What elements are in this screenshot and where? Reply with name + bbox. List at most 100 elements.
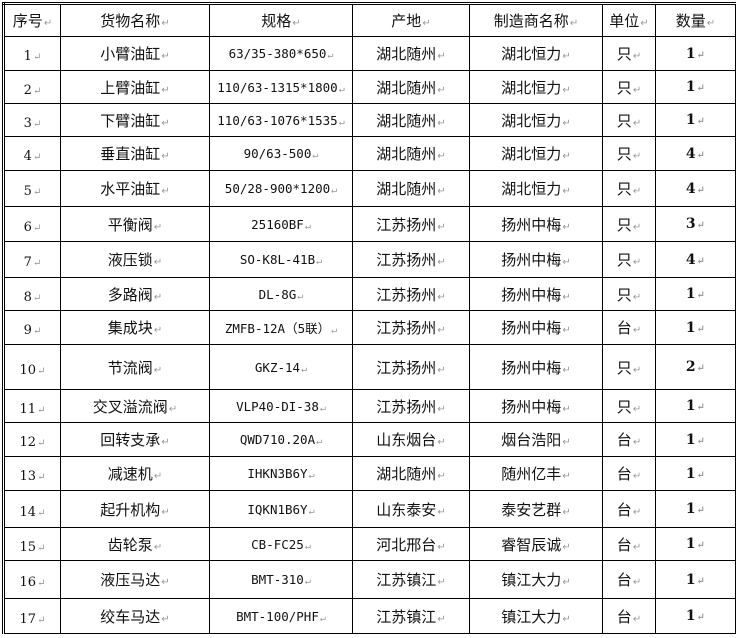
- table-cell: 江苏扬州: [352, 389, 470, 423]
- col-unit-value: 台: [617, 319, 641, 337]
- table-cell: 垂直油缸: [60, 136, 210, 171]
- table-cell: BMT-310: [209, 560, 353, 599]
- col-qty-value: 1: [686, 432, 705, 448]
- table-cell: 随州亿丰: [469, 456, 603, 491]
- table-cell: 14: [3, 490, 61, 528]
- table-cell: 江苏扬州: [352, 310, 470, 345]
- table-cell: IHKN3B6Y: [209, 456, 353, 491]
- table-cell: 只: [602, 136, 656, 171]
- table-cell: 湖北恒力: [469, 136, 603, 171]
- table-cell: 10: [3, 344, 61, 390]
- col-maker-value: 扬州中梅: [501, 359, 570, 377]
- table-cell: 回转支承: [60, 422, 210, 457]
- col-seq-value: 16: [20, 575, 46, 590]
- col-name-value: 齿轮泵: [108, 536, 162, 554]
- col-unit-value: 只: [617, 112, 641, 130]
- header-col-name: 货物名称: [100, 12, 169, 30]
- table-cell: 13: [3, 456, 61, 491]
- header-cell: 规格: [209, 3, 353, 37]
- col-spec-value: QWD710.20A: [240, 432, 322, 447]
- table-cell: 江苏扬州: [352, 241, 470, 278]
- col-spec-value: 90/63-500: [244, 146, 319, 161]
- col-maker-value: 随州亿丰: [501, 465, 570, 483]
- header-col-origin: 产地: [391, 12, 430, 30]
- col-seq-value: 7: [24, 255, 42, 270]
- col-origin-value: 湖北随州: [376, 112, 445, 130]
- col-qty-value: 2: [686, 359, 705, 375]
- col-spec-value: BMT-310: [251, 572, 311, 587]
- col-qty-value: 1: [686, 286, 705, 302]
- table-cell: 扬州中梅: [469, 389, 603, 423]
- table-cell: 湖北恒力: [469, 70, 603, 104]
- table-cell: 63/35-380*650: [209, 36, 353, 71]
- col-name-value: 上臂油缸: [100, 79, 169, 97]
- col-maker-value: 湖北恒力: [501, 45, 570, 63]
- col-maker-value: 湖北恒力: [501, 79, 570, 97]
- table-cell: 1: [3, 36, 61, 71]
- col-unit-value: 台: [617, 465, 641, 483]
- col-qty-value: 1: [686, 112, 705, 128]
- header-cell: 制造商名称: [469, 3, 603, 37]
- table-cell: 台: [602, 490, 656, 528]
- table-cell: 湖北随州: [352, 136, 470, 171]
- table-cell: 上臂油缸: [60, 70, 210, 104]
- header-col-qty: 数量: [676, 12, 715, 30]
- table-cell: 减速机: [60, 456, 210, 491]
- table-cell: 只: [602, 389, 656, 423]
- col-unit-value: 只: [617, 398, 641, 416]
- col-qty-value: 1: [686, 466, 705, 482]
- table-cell: 小臂油缸: [60, 36, 210, 71]
- table-cell: 湖北恒力: [469, 103, 603, 137]
- col-qty-value: 4: [686, 181, 705, 197]
- table-cell: 山东烟台: [352, 422, 470, 457]
- col-maker-value: 镇江大力: [501, 608, 570, 626]
- table-cell: 1: [655, 389, 736, 423]
- col-origin-value: 江苏扬州: [376, 398, 445, 416]
- table-cell: 4: [655, 170, 736, 207]
- table-row: 15 齿轮泵 CB-FC25 河北邢台 睿智辰诚 台 1: [3, 527, 736, 561]
- table-cell: 齿轮泵: [60, 527, 210, 561]
- col-spec-value: CB-FC25: [251, 537, 311, 552]
- table-cell: 只: [602, 170, 656, 207]
- col-name-value: 集成块: [108, 319, 162, 337]
- table-cell: 水平油缸: [60, 170, 210, 207]
- table-row: 3 下臂油缸 110/63-1076*1535 湖北随州 湖北恒力 只 1: [3, 103, 736, 137]
- col-maker-value: 湖北恒力: [501, 180, 570, 198]
- col-seq-value: 8: [24, 290, 42, 305]
- table-row: 9 集成块 ZMFB-12A（5联） 江苏扬州 扬州中梅 台 1: [3, 310, 736, 345]
- table-cell: 只: [602, 344, 656, 390]
- col-unit-value: 只: [617, 286, 641, 304]
- col-qty-value: 1: [686, 608, 705, 624]
- col-seq-value: 5: [24, 184, 42, 199]
- table-row: 10 节流阀 GKZ-14 江苏扬州 扬州中梅 只 2: [3, 344, 736, 390]
- table-row: 7 液压锁 SO-K8L-41B 江苏扬州 扬州中梅 只 4: [3, 241, 736, 278]
- col-name-value: 多路阀: [108, 286, 162, 304]
- table-cell: 7: [3, 241, 61, 278]
- table-cell: DL-8G: [209, 277, 353, 311]
- table-cell: VLP40-DI-38: [209, 389, 353, 423]
- table-cell: 节流阀: [60, 344, 210, 390]
- table-cell: 扬州中梅: [469, 310, 603, 345]
- col-origin-value: 湖北随州: [376, 180, 445, 198]
- table-cell: 1: [655, 36, 736, 71]
- col-qty-value: 4: [686, 252, 705, 268]
- table-cell: 湖北恒力: [469, 36, 603, 71]
- col-unit-value: 台: [617, 608, 641, 626]
- table-cell: 液压锁: [60, 241, 210, 278]
- table-cell: SO-K8L-41B: [209, 241, 353, 278]
- col-seq-value: 9: [24, 323, 42, 338]
- col-maker-value: 镇江大力: [501, 571, 570, 589]
- table-cell: 110/63-1315*1800: [209, 70, 353, 104]
- table-cell: 90/63-500: [209, 136, 353, 171]
- col-unit-value: 只: [617, 180, 641, 198]
- col-spec-value: DL-8G: [259, 287, 304, 302]
- col-seq-value: 14: [20, 505, 46, 520]
- table-cell: 11: [3, 389, 61, 423]
- col-maker-value: 扬州中梅: [501, 216, 570, 234]
- col-spec-value: IHKN3B6Y: [247, 466, 314, 481]
- col-seq-value: 4: [24, 149, 42, 164]
- table-cell: 17: [3, 598, 61, 634]
- col-name-value: 绞车马达: [100, 608, 169, 626]
- col-seq-value: 13: [20, 469, 46, 484]
- col-origin-value: 河北邢台: [376, 536, 445, 554]
